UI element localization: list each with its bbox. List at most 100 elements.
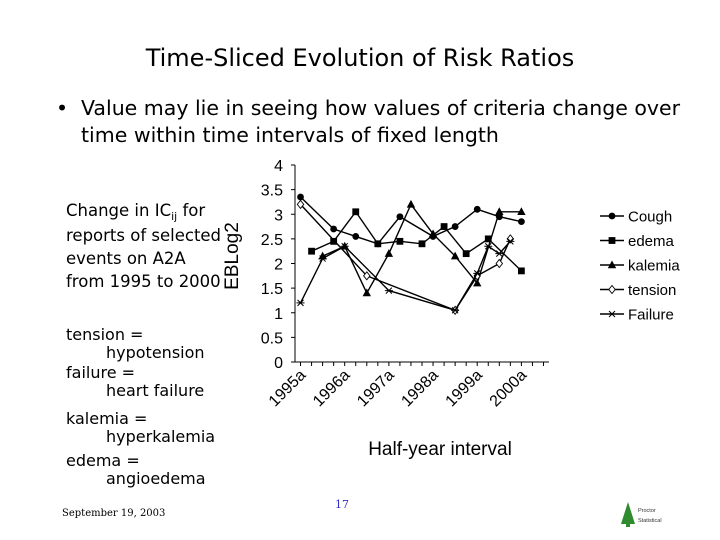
- legend-label: Cough: [628, 209, 672, 226]
- data-point-marker: [450, 251, 460, 260]
- definition-edema: edema = angioedema: [66, 452, 206, 488]
- series-line: [311, 210, 522, 272]
- data-point-marker: [330, 225, 338, 233]
- data-point-marker: [362, 288, 371, 297]
- x-tick-label: 2000a: [487, 367, 531, 411]
- footer-date: September 19, 2003: [62, 508, 166, 519]
- bullet-marker: •: [56, 96, 69, 120]
- data-point-marker: [396, 213, 404, 221]
- data-point-marker: [495, 258, 504, 269]
- legend: Cough edema kalemia tension Failure: [600, 209, 680, 324]
- logo-trunk-shape: [626, 524, 630, 527]
- legend-marker: [608, 284, 616, 295]
- chart-description: Change in ICij for reports of selected e…: [66, 199, 226, 293]
- data-point-marker: [473, 269, 482, 277]
- data-point-marker: [318, 255, 327, 262]
- data-point-marker: [363, 271, 371, 281]
- data-point-marker: [473, 205, 481, 213]
- data-point-marker: [517, 218, 525, 226]
- y-tick-label: 2.5: [261, 232, 283, 249]
- series-failure: [296, 237, 515, 314]
- definition-meaning: hyperkalemia: [106, 427, 216, 446]
- definition-kalemia: kalemia = hyperkalemia: [66, 410, 215, 446]
- data-point-marker: [495, 250, 504, 258]
- data-point-marker: [428, 229, 438, 238]
- logo-tree-shape: [621, 502, 635, 524]
- legend-item: kalemia: [600, 258, 680, 275]
- y-axis-label: EBLog2: [222, 222, 243, 290]
- x-ticks: 1995a 1996a 1997a 1998a 1999a 2000a: [266, 362, 544, 410]
- data-point-marker: [517, 267, 525, 275]
- definition-meaning: angioedema: [106, 469, 206, 488]
- legend-item: edema: [600, 233, 675, 250]
- data-point-marker: [330, 237, 338, 245]
- legend-item: Cough: [600, 209, 672, 226]
- page-number: 17: [335, 498, 349, 511]
- data-point-marker: [384, 287, 393, 294]
- y-tick-label: 1: [274, 306, 283, 323]
- data-point-marker: [451, 223, 459, 230]
- data-point-marker: [308, 247, 315, 255]
- data-point-marker: [473, 278, 482, 287]
- company-logo: Proctor Statistical: [621, 502, 662, 527]
- data-point-marker: [484, 235, 492, 243]
- data-point-marker: [506, 237, 515, 245]
- y-tick-label: 4: [274, 158, 283, 175]
- x-axis-label: Half-year interval: [368, 439, 512, 460]
- y-tick-label: 1.5: [261, 281, 283, 298]
- data-point-marker: [451, 306, 460, 314]
- bullet-text: Value may lie in seeing how values of cr…: [81, 96, 681, 147]
- definition-term: tension =: [66, 325, 144, 344]
- data-point-marker: [406, 199, 416, 208]
- legend-label: edema: [628, 233, 675, 250]
- legend-marker: [608, 212, 616, 220]
- legend-label: Failure: [628, 307, 674, 324]
- data-point-marker: [418, 240, 426, 248]
- legend-item: tension: [600, 282, 676, 299]
- legend-label: kalemia: [628, 258, 680, 275]
- x-tick-label: 1998a: [398, 367, 442, 411]
- data-point-marker: [495, 207, 504, 215]
- x-tick-label: 1997a: [354, 367, 398, 411]
- data-point-marker: [440, 223, 448, 230]
- y-tick-label: 2: [274, 257, 283, 274]
- legend-item: Failure: [600, 307, 674, 324]
- definition-term: edema =: [66, 451, 140, 470]
- slide-title: Time-Sliced Evolution of Risk Ratios: [145, 44, 575, 72]
- legend-marker: [608, 237, 616, 244]
- y-tick-label: 3: [274, 207, 283, 224]
- data-point-marker: [384, 249, 394, 257]
- logo-text-line-2: Statistical: [638, 518, 662, 524]
- definition-failure: failure = heart failure: [66, 364, 204, 400]
- data-point-marker: [517, 207, 526, 215]
- note-rest: for reports of selected events on A2A fr…: [66, 201, 222, 291]
- data-point-marker: [484, 242, 493, 250]
- series-layer: [296, 193, 526, 316]
- series-line: [300, 196, 522, 245]
- data-point-marker: [462, 250, 470, 258]
- x-tick-label: 1999a: [443, 367, 487, 411]
- data-point-marker: [297, 193, 304, 201]
- definition-term: kalemia =: [66, 409, 148, 428]
- data-point-marker: [352, 208, 360, 216]
- legend-label: tension: [628, 282, 676, 299]
- note-prefix: Change in IC: [66, 201, 172, 220]
- definition-meaning: heart failure: [106, 381, 205, 400]
- legend-marker: [607, 260, 617, 269]
- note-subscript: ij: [171, 210, 178, 223]
- y-ticks: 0 0.5 1 1.5 2 2.5 3 3.5 4: [261, 158, 295, 372]
- plot-axes: [294, 165, 549, 363]
- y-tick-label: 3.5: [261, 183, 283, 200]
- data-point-marker: [340, 242, 349, 250]
- data-point-marker: [396, 237, 404, 245]
- x-tick-label: 1996a: [310, 367, 354, 411]
- definition-tension: tension = hypotension: [66, 326, 205, 362]
- data-point-marker: [296, 299, 305, 307]
- data-point-marker: [296, 199, 305, 210]
- series-kalemia: [318, 199, 526, 297]
- definition-meaning: hypotension: [106, 343, 205, 362]
- definition-term: failure =: [66, 363, 136, 382]
- data-point-marker: [352, 233, 360, 240]
- logo-text-line-1: Proctor: [638, 508, 656, 514]
- x-tick-label: 1995a: [266, 367, 310, 411]
